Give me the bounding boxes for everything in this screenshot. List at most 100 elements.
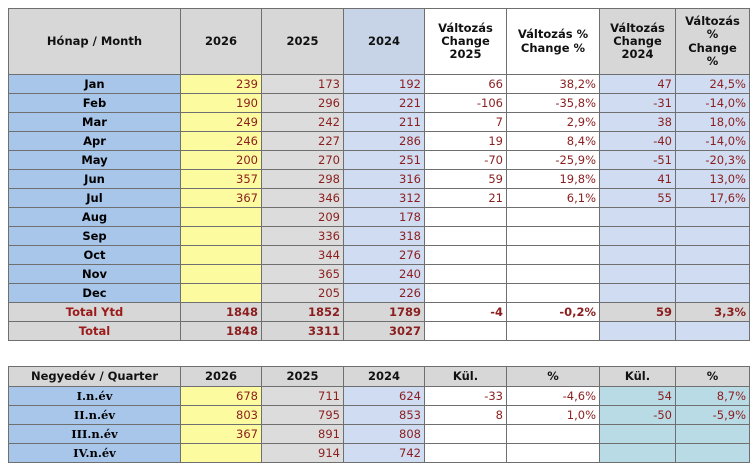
cell-2024: 211 [343,112,425,132]
quarter-label: III.n.év [8,424,181,444]
total-2025: 3311 [261,321,344,341]
cell-2025: 205 [261,283,344,303]
q-cell-pct-2024 [675,424,750,444]
quarter-row: II.n.év 803 795 853 8 1,0% -50 -5,9% [8,405,750,425]
total-change-pct-2025 [506,321,600,341]
cell-change-2025 [424,226,507,246]
cell-change-2025 [424,283,507,303]
total-ytd-2024: 1789 [343,302,425,322]
total-2024: 3027 [343,321,425,341]
q-cell-2026: 803 [180,405,262,425]
total-ytd-change-pct-2025: -0,2% [506,302,600,322]
cell-2024: 286 [343,131,425,151]
cell-change-pct-2024: 13,0% [675,169,750,189]
cell-2025: 298 [261,169,344,189]
cell-change-pct-2024 [675,264,750,284]
month-label: May [8,150,181,170]
q-cell-diff-2025: 8 [424,405,507,425]
month-row: Mar 249 242 211 7 2,9% 38 18,0% [8,112,750,132]
change-2024-header: Változás Change 2024 [599,8,676,75]
cell-change-2024 [599,245,676,265]
cell-change-2025: -106 [424,93,507,113]
q-cell-pct-2025 [506,443,600,463]
q-cell-pct-2025: -4,6% [506,386,600,406]
change-pct-2025-header: Változás % Change % [506,8,600,75]
cell-change-pct-2025: 8,4% [506,131,600,151]
cell-2026 [180,283,262,303]
month-row: Aug 209 178 [8,207,750,227]
year-2024-header: 2024 [343,8,425,75]
cell-change-pct-2024: 24,5% [675,74,750,94]
q-cell-2025: 891 [261,424,344,444]
cell-2025: 336 [261,226,344,246]
q-cell-2025: 914 [261,443,344,463]
month-row: Feb 190 296 221 -106 -35,8% -31 -14,0% [8,93,750,113]
q-diff-2024-header: Kül. [599,366,676,387]
cell-2025: 346 [261,188,344,208]
cell-change-pct-2024: -14,0% [675,131,750,151]
q-cell-pct-2025 [506,424,600,444]
q-cell-2024: 742 [343,443,425,463]
quarter-label: I.n.év [8,386,181,406]
quarter-header: Negyedév / Quarter [8,366,181,387]
q-year-2024-header: 2024 [343,366,425,387]
cell-change-2024: -40 [599,131,676,151]
q-cell-pct-2024: 8,7% [675,386,750,406]
q-cell-diff-2024 [599,443,676,463]
cell-change-2025 [424,245,507,265]
month-header: Hónap / Month [8,8,181,75]
total-ytd-label: Total Ytd [8,302,181,322]
cell-2026 [180,207,262,227]
cell-2026: 249 [180,112,262,132]
q-cell-pct-2024 [675,443,750,463]
quarter-row: I.n.év 678 711 624 -33 -4,6% 54 8,7% [8,386,750,406]
cell-2026: 357 [180,169,262,189]
cell-change-2024: 38 [599,112,676,132]
cell-change-2024 [599,207,676,227]
q-cell-2026 [180,443,262,463]
cell-change-2024: 47 [599,74,676,94]
cell-2024: 178 [343,207,425,227]
cell-change-pct-2024: -20,3% [675,150,750,170]
q-cell-diff-2025 [424,443,507,463]
cell-change-pct-2025 [506,283,600,303]
month-row: Jun 357 298 316 59 19,8% 41 13,0% [8,169,750,189]
cell-change-pct-2024: 17,6% [675,188,750,208]
total-ytd-2026: 1848 [180,302,262,322]
q-cell-diff-2024: -50 [599,405,676,425]
quarter-row: IV.n.év 914 742 [8,443,750,463]
year-2026-header: 2026 [180,8,262,75]
cell-change-2024: 41 [599,169,676,189]
cell-change-pct-2025: 38,2% [506,74,600,94]
q-pct-2025-header: % [506,366,600,387]
month-row: May 200 270 251 -70 -25,9% -51 -20,3% [8,150,750,170]
month-label: Aug [8,207,181,227]
year-2025-header: 2025 [261,8,344,75]
q-cell-diff-2024 [599,424,676,444]
cell-change-pct-2024: 18,0% [675,112,750,132]
month-label: Mar [8,112,181,132]
cell-change-2025: 19 [424,131,507,151]
q-cell-2024: 853 [343,405,425,425]
total-ytd-change-2024: 59 [599,302,676,322]
cell-change-2025: -70 [424,150,507,170]
cell-change-pct-2025: 6,1% [506,188,600,208]
q-cell-diff-2025: -33 [424,386,507,406]
month-row: Jan 239 173 192 66 38,2% 47 24,5% [8,74,750,94]
total-ytd-change-2025: -4 [424,302,507,322]
cell-change-2024: -51 [599,150,676,170]
q-diff-2025-header: Kül. [424,366,507,387]
cell-change-pct-2024 [675,245,750,265]
cell-change-pct-2024 [675,207,750,227]
cell-2026: 246 [180,131,262,151]
q-cell-2026: 678 [180,386,262,406]
cell-change-pct-2024: -14,0% [675,93,750,113]
month-label: Sep [8,226,181,246]
month-label: Oct [8,245,181,265]
cell-change-pct-2025 [506,264,600,284]
cell-change-2025 [424,207,507,227]
cell-change-2025: 21 [424,188,507,208]
cell-change-2025: 7 [424,112,507,132]
month-label: Jun [8,169,181,189]
cell-2025: 296 [261,93,344,113]
